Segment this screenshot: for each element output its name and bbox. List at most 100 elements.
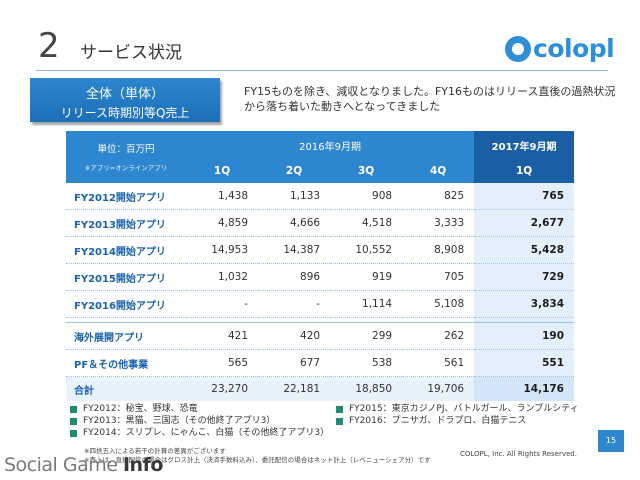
- cell-value: 565: [186, 349, 259, 377]
- legend-text: FY2016：プニサガ、ドラプロ、白猫テニス: [349, 416, 527, 426]
- legend-text: FY2015：東京カジノPJ、バトルガール、ランブルシティ: [349, 404, 579, 414]
- scope-subtitle: リリース時期別等Q売上: [60, 106, 190, 120]
- cell-value-highlight: 729: [474, 263, 574, 291]
- cell-value: 705: [402, 263, 475, 291]
- row-label: 海外展開アプリ: [66, 322, 186, 350]
- bullet-square-icon: [70, 429, 77, 437]
- cell-value: 8,908: [402, 236, 475, 264]
- cell-value: 10,552: [330, 236, 403, 264]
- legend-item: FY2015：東京カジノPJ、バトルガール、ランブルシティ: [336, 403, 579, 415]
- cell-value: 561: [402, 349, 475, 377]
- legend-text: FY2013：黒猫、三国志（その他終了アプリ3）: [83, 416, 276, 426]
- total-value: 23,270: [186, 376, 259, 401]
- scope-title: 全体（単体）: [85, 87, 164, 102]
- logo-text: colopl: [533, 34, 615, 63]
- bullet-square-icon: [336, 405, 343, 413]
- unit-cell: 単位：百万円 ※アプリ=オンラインアプリ: [66, 131, 186, 183]
- scope-box: 全体（単体） リリース時期別等Q売上: [30, 78, 220, 122]
- watermark: Social Game Info: [4, 454, 163, 476]
- cell-value-highlight: 5,428: [474, 236, 574, 264]
- cell-value: 4,859: [186, 209, 259, 237]
- cell-value-highlight: 3,834: [474, 290, 574, 318]
- unit-sublabel: ※アプリ=オンラインアプリ: [84, 164, 168, 172]
- cell-value: 299: [330, 322, 403, 350]
- section-divider: [66, 317, 574, 323]
- table-row: PF＆その他事業 565 677 538 561 551: [66, 349, 574, 377]
- legend-left: FY2012：秘宝、野球、恐竜 FY2013：黒猫、三国志（その他終了アプリ3）…: [70, 403, 329, 439]
- legend-item: FY2016：プニサガ、ドラプロ、白猫テニス: [336, 415, 579, 427]
- cell-value: -: [258, 290, 331, 318]
- quarter-header: 2Q: [258, 159, 331, 183]
- colopl-logo: colopl: [505, 34, 615, 63]
- cell-value-highlight: 551: [474, 349, 574, 377]
- total-value: 18,850: [330, 376, 403, 401]
- legend-text: FY2014：スリプレ、にゃんこ、白猫（その他終了アプリ3）: [83, 428, 330, 438]
- row-label: FY2012開始アプリ: [66, 183, 186, 210]
- legend-item: FY2013：黒猫、三国志（その他終了アプリ3）: [70, 415, 329, 427]
- bullet-square-icon: [70, 417, 77, 425]
- table-row: FY2015開始アプリ 1,032 896 919 705 729: [66, 263, 574, 291]
- cell-value: 1,133: [258, 183, 331, 210]
- cell-value: 3,333: [402, 209, 475, 237]
- cell-value: 896: [258, 263, 331, 291]
- cell-value: 908: [330, 183, 403, 210]
- total-value: 22,181: [258, 376, 331, 401]
- cell-value: 1,114: [330, 290, 403, 318]
- cell-value: 420: [258, 322, 331, 350]
- total-label: 合計: [66, 376, 186, 401]
- period-2017: 2017年9月期: [474, 131, 574, 159]
- watermark-part1: Social Game: [4, 454, 123, 476]
- cell-value: 5,108: [402, 290, 475, 318]
- table-row: FY2014開始アプリ 14,953 14,387 10,552 8,908 5…: [66, 236, 574, 264]
- bullet-square-icon: [70, 405, 77, 413]
- cell-value: 262: [402, 322, 475, 350]
- copyright: COLOPL, Inc. All Rights Reserved.: [460, 450, 577, 458]
- cell-value-highlight: 190: [474, 322, 574, 350]
- footnote: ※四捨五入による若干の計算の差異がございます: [84, 447, 226, 455]
- row-label: FY2013開始アプリ: [66, 209, 186, 237]
- page-number: 15: [598, 430, 624, 452]
- row-label: FY2014開始アプリ: [66, 236, 186, 264]
- cell-value: 677: [258, 349, 331, 377]
- cell-value: 14,387: [258, 236, 331, 264]
- quarter-header: 3Q: [330, 159, 403, 183]
- legend-item: FY2012：秘宝、野球、恐竜: [70, 403, 329, 415]
- cell-value: -: [186, 290, 259, 318]
- cell-value: 538: [330, 349, 403, 377]
- quarter-header: 4Q: [402, 159, 475, 183]
- slide-title: サービス状況: [80, 43, 182, 63]
- row-label: FY2015開始アプリ: [66, 263, 186, 291]
- table-row: 海外展開アプリ 421 420 299 262 190: [66, 322, 574, 350]
- cell-value: 421: [186, 322, 259, 350]
- quarter-header: 1Q: [186, 159, 259, 183]
- cell-value: 1,438: [186, 183, 259, 210]
- footnotes: ※四捨五入による若干の計算の差異がございます ※売上は、直接配信の場合はグロス計…: [84, 447, 431, 465]
- summary-note: FY15ものを除き、減収となりました。FY16ものはリリース直後の過熱状況から落…: [244, 85, 616, 113]
- cell-value: 825: [402, 183, 475, 210]
- quarter-header: 1Q: [474, 159, 574, 183]
- table-row: FY2013開始アプリ 4,859 4,666 4,518 3,333 2,67…: [66, 209, 574, 237]
- legend-text: FY2012：秘宝、野球、恐竜: [83, 404, 198, 414]
- cell-value: 14,953: [186, 236, 259, 264]
- table-header-quarters: 1Q 2Q 3Q 4Q 1Q: [66, 159, 574, 183]
- period-2016: 2016年9月期: [186, 131, 475, 159]
- cell-value: 4,666: [258, 209, 331, 237]
- table-header-periods: 単位：百万円 ※アプリ=オンラインアプリ 2016年9月期 2017年9月期: [66, 131, 574, 183]
- footnote: ※売上は、直接配信の場合はグロス計上（決済手数料込み）、委託配信の場合はネット計…: [84, 456, 431, 464]
- cell-value-highlight: 765: [474, 183, 574, 210]
- cell-value-highlight: 2,677: [474, 209, 574, 237]
- row-label: FY2016開始アプリ: [66, 290, 186, 318]
- sales-table: 単位：百万円 ※アプリ=オンラインアプリ 2016年9月期 2017年9月期 1…: [66, 131, 574, 401]
- cell-value: 919: [330, 263, 403, 291]
- watermark-part2: Info: [122, 454, 163, 476]
- slide-number: 2: [38, 26, 60, 66]
- total-row: 合計 23,270 22,181 18,850 19,706 14,176: [66, 376, 574, 401]
- legend-item: FY2014：スリプレ、にゃんこ、白猫（その他終了アプリ3）: [70, 427, 329, 439]
- cell-value: 4,518: [330, 209, 403, 237]
- table-row: FY2016開始アプリ - - 1,114 5,108 3,834: [66, 290, 574, 318]
- title-divider: [36, 70, 608, 71]
- unit-label: 単位：百万円: [97, 144, 155, 155]
- bullet-square-icon: [336, 417, 343, 425]
- row-label: PF＆その他事業: [66, 349, 186, 377]
- total-value-highlight: 14,176: [474, 376, 574, 401]
